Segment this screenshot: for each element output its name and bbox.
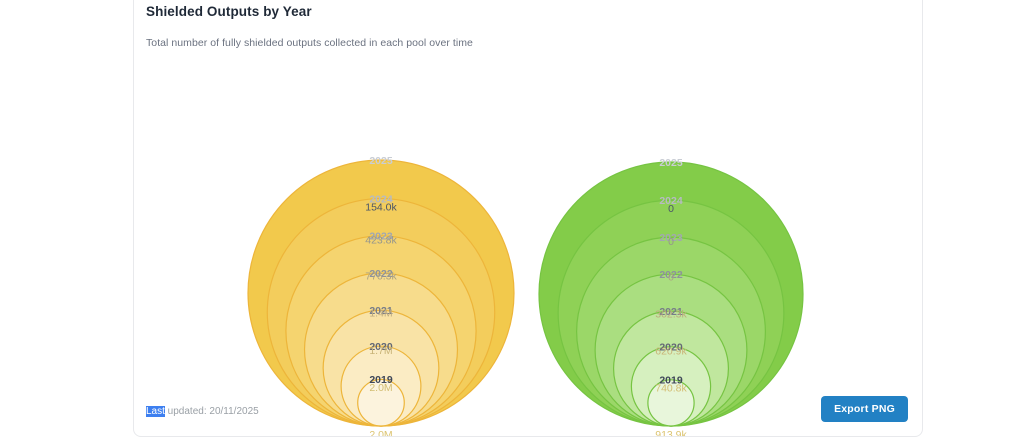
selected-text: Last <box>146 406 165 417</box>
year-label: 2021 <box>369 305 393 317</box>
value-label: 423.8k <box>365 235 397 247</box>
year-label: 2019 <box>369 374 393 386</box>
export-png-button[interactable]: Export PNG <box>821 396 908 422</box>
value-label: 0 <box>668 203 674 215</box>
bubble-ring <box>647 379 695 427</box>
value-label: 2.0M <box>369 429 392 437</box>
value-label: 2.0M <box>369 382 392 394</box>
value-label: 154.0k <box>365 201 397 213</box>
page-title: Shielded Outputs by Year <box>146 4 312 19</box>
value-label: 1.7M <box>369 345 392 357</box>
last-updated-value: updated: 20/11/2025 <box>164 406 259 417</box>
value-label: 776.3k <box>365 270 397 282</box>
value-label: 620.9k <box>655 346 687 358</box>
bubble-ring <box>357 378 405 427</box>
year-label: 2021 <box>659 306 683 318</box>
year-label: 2020 <box>369 341 393 353</box>
bubble-chart: 20252024202320222021202020192.0M2.0M1.7M… <box>247 155 804 437</box>
chart-card: Shielded Outputs by Year Total number of… <box>133 0 923 437</box>
year-label: 2023 <box>659 232 683 244</box>
year-label: 2025 <box>369 155 393 167</box>
year-label: 2023 <box>369 231 393 243</box>
year-label: 2024 <box>659 195 683 207</box>
last-updated-note: Last updated: 20/11/2025 <box>146 406 259 417</box>
value-label: 913.9k <box>655 429 687 437</box>
year-label: 2020 <box>659 342 683 354</box>
value-label: 302.3k <box>655 309 687 321</box>
value-label: 0 <box>668 236 674 248</box>
year-label: 2019 <box>659 375 683 387</box>
value-label: 0 <box>668 272 674 284</box>
year-label: 2024 <box>369 193 393 205</box>
card-subtitle: Total number of fully shielded outputs c… <box>146 37 473 49</box>
value-label: 740.8k <box>655 383 687 395</box>
value-label: 1.4M <box>369 308 392 320</box>
year-label: 2025 <box>659 157 683 169</box>
year-label: 2022 <box>659 269 683 281</box>
year-label: 2022 <box>369 268 393 280</box>
